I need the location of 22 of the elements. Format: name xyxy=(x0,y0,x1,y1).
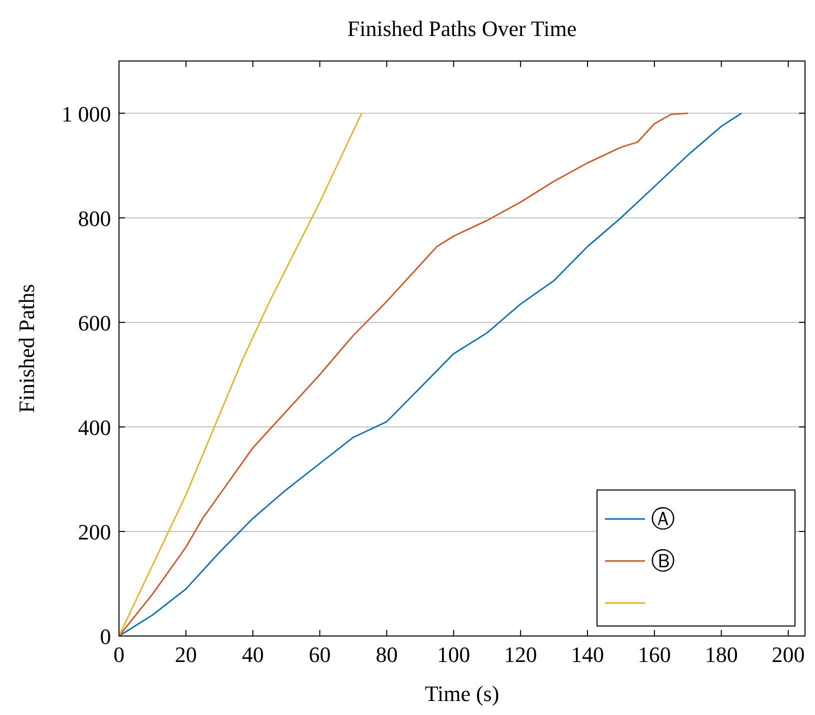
x-tick-label: 200 xyxy=(772,642,805,667)
x-tick-label: 40 xyxy=(242,642,264,667)
y-tick-label: 0 xyxy=(100,624,111,649)
x-tick-label: 120 xyxy=(504,642,538,667)
x-tick-label: 180 xyxy=(704,642,738,667)
legend-label: Ⓑ xyxy=(651,549,675,575)
x-tick-label: 140 xyxy=(570,642,604,667)
x-tick-label: 80 xyxy=(376,642,398,667)
y-tick-label: 400 xyxy=(78,414,111,440)
legend-label: Ⓐ xyxy=(651,507,675,533)
y-tick-label: 600 xyxy=(78,310,111,336)
x-tick-label: 20 xyxy=(174,642,197,667)
x-tick-label: 60 xyxy=(308,642,331,667)
x-axis-title: Time (s) xyxy=(424,681,500,706)
y-axis-title: Finished Paths xyxy=(14,284,39,413)
x-tick-label: 100 xyxy=(437,642,470,667)
y-tick-label: 800 xyxy=(78,206,111,231)
y-tick-label: 200 xyxy=(78,519,111,544)
y-tick-label: 1 000 xyxy=(62,101,111,126)
chart-title: Finished Paths Over Time xyxy=(347,16,577,41)
line-series xyxy=(118,112,362,637)
x-tick-label: 160 xyxy=(638,642,671,667)
